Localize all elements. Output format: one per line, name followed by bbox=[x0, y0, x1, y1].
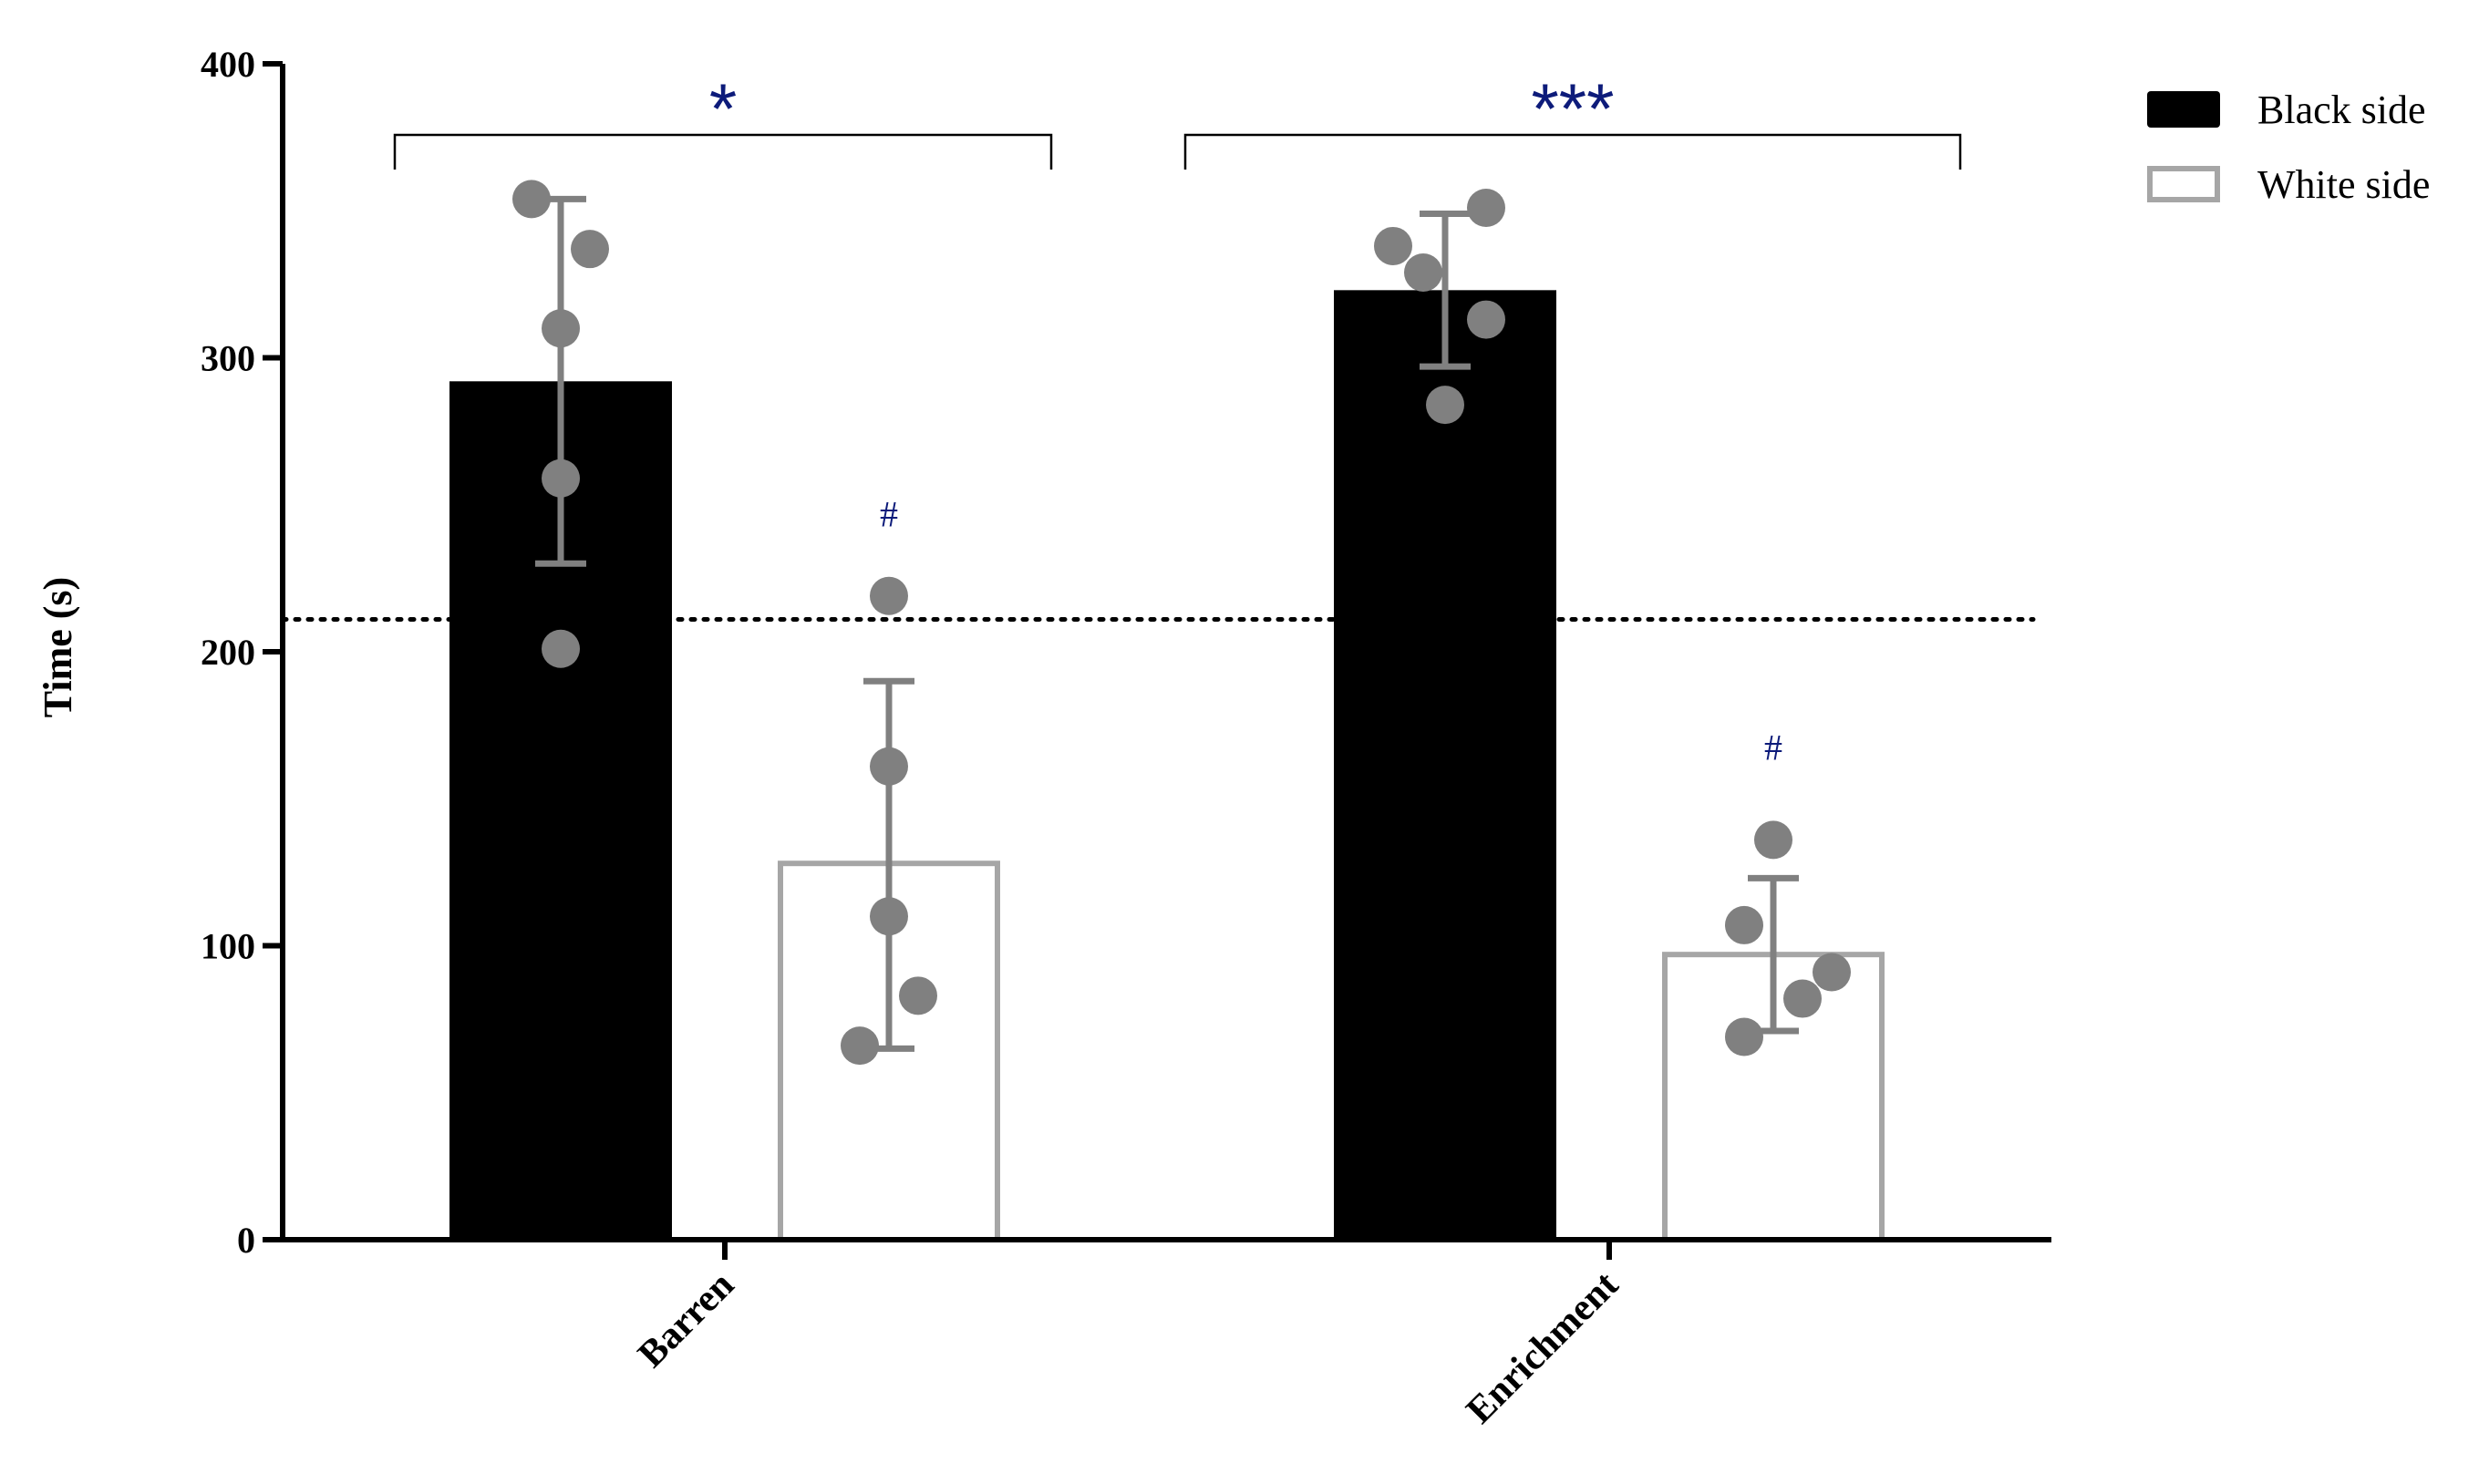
significance-bracket-enrichment: *** bbox=[1183, 68, 1962, 170]
legend-item-white-side: White side bbox=[2147, 162, 2430, 207]
data-point bbox=[1813, 953, 1851, 992]
bracket-line bbox=[393, 133, 1053, 170]
errorbars-layer bbox=[535, 195, 1799, 1052]
y-tick-label: 400 bbox=[201, 44, 255, 85]
legend: Black side White side bbox=[2147, 88, 2430, 207]
data-point bbox=[1374, 226, 1412, 265]
legend-item-black-side: Black side bbox=[2147, 88, 2426, 132]
data-point bbox=[542, 309, 580, 348]
data-point bbox=[1725, 905, 1763, 944]
data-point bbox=[870, 576, 908, 615]
hash-annotation: # bbox=[1764, 727, 1782, 768]
data-point bbox=[1725, 1017, 1763, 1056]
data-point bbox=[1467, 189, 1505, 228]
data-point bbox=[1754, 820, 1792, 860]
y-tick-label: 100 bbox=[201, 926, 255, 967]
legend-swatch bbox=[2147, 166, 2220, 202]
x-tick-label-enrichment: Enrichment bbox=[1459, 1264, 1627, 1432]
data-point bbox=[542, 459, 580, 498]
points-layer bbox=[512, 180, 1851, 1066]
data-point bbox=[899, 976, 937, 1015]
bars-layer bbox=[449, 290, 1885, 1243]
errorbar-0-1 bbox=[1420, 210, 1471, 370]
legend-swatch bbox=[2147, 91, 2220, 128]
significance-layer: ##* *** bbox=[393, 68, 1962, 768]
y-axis-title: Time (s) bbox=[36, 577, 80, 717]
hash-annotation: # bbox=[880, 493, 898, 534]
data-point bbox=[1467, 300, 1505, 339]
y-tick-label: 300 bbox=[201, 338, 255, 379]
legend-label: White side bbox=[2257, 162, 2430, 207]
x-tick-label-barren: Barren bbox=[630, 1264, 742, 1376]
data-point bbox=[1783, 979, 1822, 1018]
bar-black-side-enrichment bbox=[1334, 290, 1556, 1241]
data-point bbox=[542, 629, 580, 668]
data-point bbox=[870, 747, 908, 786]
bracket-line bbox=[1183, 133, 1962, 170]
data-point bbox=[571, 230, 609, 269]
data-point bbox=[1404, 252, 1442, 292]
y-tick-label: 200 bbox=[201, 632, 255, 673]
significance-label: * bbox=[709, 68, 737, 149]
data-point bbox=[841, 1026, 879, 1066]
significance-bracket-barren: * bbox=[393, 68, 1053, 170]
y-tick-label: 0 bbox=[237, 1220, 255, 1261]
data-point bbox=[870, 897, 908, 936]
data-point bbox=[1426, 386, 1464, 425]
significance-label: *** bbox=[1531, 68, 1614, 149]
data-point bbox=[512, 180, 551, 219]
legend-label: Black side bbox=[2257, 88, 2426, 132]
